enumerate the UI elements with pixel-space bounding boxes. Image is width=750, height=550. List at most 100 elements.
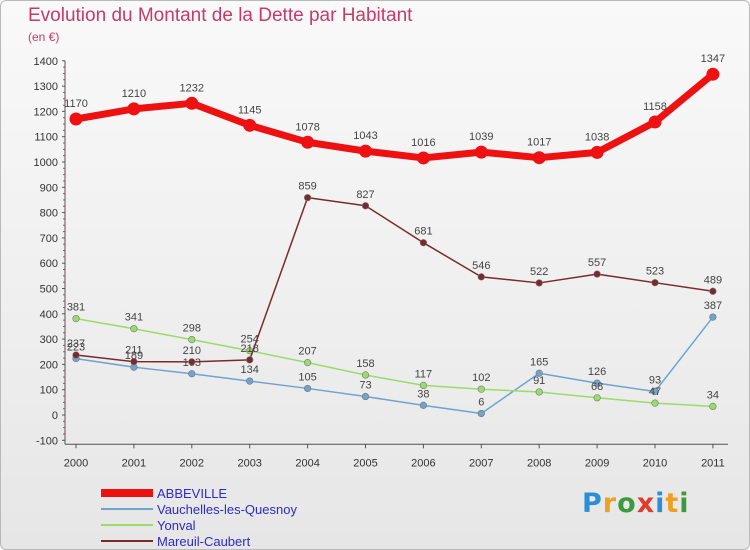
data-point-yonval xyxy=(593,394,601,402)
data-label-vauchelles-les-quesnoy: 134 xyxy=(241,364,259,376)
data-point-abbeville xyxy=(185,96,199,110)
data-label-abbeville: 1210 xyxy=(122,88,146,100)
data-label-abbeville: 1170 xyxy=(64,98,88,110)
data-point-abbeville xyxy=(474,145,488,159)
y-tick-label: 300 xyxy=(40,334,58,346)
data-label-yonval: 158 xyxy=(356,358,374,370)
data-label-abbeville: 1017 xyxy=(527,137,551,149)
data-point-yonval xyxy=(188,336,196,344)
data-point-yonval xyxy=(304,359,312,367)
data-label-mareuil-caubert: 546 xyxy=(472,260,490,272)
data-label-yonval: 47 xyxy=(649,386,661,398)
data-point-vauchelles-les-quesnoy xyxy=(709,313,717,321)
data-label-yonval: 254 xyxy=(241,334,259,346)
proxiti-logo: Proxiti xyxy=(582,488,690,519)
data-label-mareuil-caubert: 489 xyxy=(704,274,722,286)
data-point-mareuil-caubert xyxy=(651,279,659,287)
x-tick-label: 2011 xyxy=(701,457,725,469)
x-tick-label: 2002 xyxy=(180,457,204,469)
data-label-vauchelles-les-quesnoy: 6 xyxy=(478,396,484,408)
data-point-vauchelles-les-quesnoy xyxy=(419,401,428,409)
logo-letter: t xyxy=(665,488,680,519)
data-point-abbeville xyxy=(127,102,141,116)
data-label-mareuil-caubert: 210 xyxy=(183,345,201,357)
y-tick-label: 1100 xyxy=(34,132,58,144)
data-label-abbeville: 1158 xyxy=(643,101,667,113)
series-line-mareuil-caubert xyxy=(75,196,714,363)
x-tick-label: 2006 xyxy=(411,457,435,469)
y-tick-label: 200 xyxy=(40,359,58,371)
data-point-abbeville xyxy=(648,115,662,129)
logo-letter: i xyxy=(655,488,666,519)
data-label-yonval: 102 xyxy=(472,372,490,384)
data-label-vauchelles-les-quesnoy: 189 xyxy=(125,350,143,362)
y-tick-label: 1200 xyxy=(34,106,58,118)
data-point-abbeville xyxy=(301,135,315,149)
data-point-mareuil-caubert xyxy=(72,351,80,359)
data-label-mareuil-caubert: 681 xyxy=(414,226,432,238)
y-tick-label: 0 xyxy=(52,410,58,422)
y-tick-label: 400 xyxy=(40,309,58,321)
data-point-vauchelles-les-quesnoy xyxy=(304,384,312,393)
data-label-yonval: 298 xyxy=(183,323,201,335)
data-point-vauchelles-les-quesnoy xyxy=(651,387,659,396)
data-point-abbeville xyxy=(706,67,720,81)
data-label-mareuil-caubert: 557 xyxy=(588,257,606,269)
y-tick-label: 1000 xyxy=(34,157,58,169)
data-label-abbeville: 1016 xyxy=(411,137,435,149)
data-label-yonval: 381 xyxy=(67,302,85,314)
y-tick-label: 1400 xyxy=(34,56,58,68)
data-label-mareuil-caubert: 218 xyxy=(241,343,259,355)
data-point-yonval xyxy=(419,381,428,389)
data-point-vauchelles-les-quesnoy xyxy=(535,369,543,377)
y-tick-label: 500 xyxy=(40,284,58,296)
x-tick-label: 2009 xyxy=(585,457,609,469)
logo-letter: x xyxy=(636,488,656,519)
data-label-yonval: 34 xyxy=(707,389,719,401)
logo-letter: P xyxy=(582,488,603,519)
data-label-yonval: 207 xyxy=(298,346,316,358)
y-tick-label: 1300 xyxy=(34,81,58,93)
data-label-vauchelles-les-quesnoy: 73 xyxy=(359,380,371,392)
data-label-vauchelles-les-quesnoy: 223 xyxy=(67,342,85,354)
data-point-vauchelles-les-quesnoy xyxy=(188,370,196,378)
logo-letter: i xyxy=(679,488,690,519)
y-tick-label: 700 xyxy=(40,233,58,245)
y-tick-label: 900 xyxy=(40,182,58,194)
data-label-yonval: 117 xyxy=(415,368,433,380)
data-label-abbeville: 1038 xyxy=(585,131,609,143)
x-tick-label: 2003 xyxy=(237,457,261,469)
data-point-vauchelles-les-quesnoy xyxy=(246,377,254,385)
legend-swatch xyxy=(101,540,153,542)
data-point-abbeville xyxy=(359,144,372,158)
data-point-yonval xyxy=(709,402,717,410)
legend-item: Vauchelles-les-Quesnoy xyxy=(101,501,297,517)
data-point-vauchelles-les-quesnoy xyxy=(361,392,370,401)
data-point-mareuil-caubert xyxy=(477,273,485,281)
data-label-vauchelles-les-quesnoy: 165 xyxy=(530,356,548,368)
data-point-yonval xyxy=(361,371,370,379)
data-point-vauchelles-les-quesnoy xyxy=(593,379,601,387)
x-tick-label: 2000 xyxy=(64,457,88,469)
data-label-mareuil-caubert: 523 xyxy=(646,266,664,278)
x-tick-label: 2005 xyxy=(353,457,377,469)
data-point-yonval xyxy=(72,315,80,323)
data-label-abbeville: 1145 xyxy=(238,104,262,116)
data-point-mareuil-caubert xyxy=(419,239,428,247)
y-tick-label: -100 xyxy=(36,435,58,447)
x-tick-label: 2007 xyxy=(469,457,493,469)
logo-letter: o xyxy=(617,488,637,519)
data-point-mareuil-caubert xyxy=(188,358,196,366)
data-point-mareuil-caubert xyxy=(535,279,543,287)
series-line-yonval xyxy=(75,317,714,408)
data-point-mareuil-caubert xyxy=(593,270,601,278)
chart-unit: (en €) xyxy=(28,30,60,44)
data-label-yonval: 341 xyxy=(125,312,143,324)
x-tick-label: 2001 xyxy=(122,457,146,469)
data-label-abbeville: 1078 xyxy=(295,121,319,133)
data-point-yonval xyxy=(651,399,659,407)
y-tick-label: 600 xyxy=(40,258,58,270)
data-point-yonval xyxy=(130,325,138,333)
data-label-mareuil-caubert: 827 xyxy=(356,189,374,201)
